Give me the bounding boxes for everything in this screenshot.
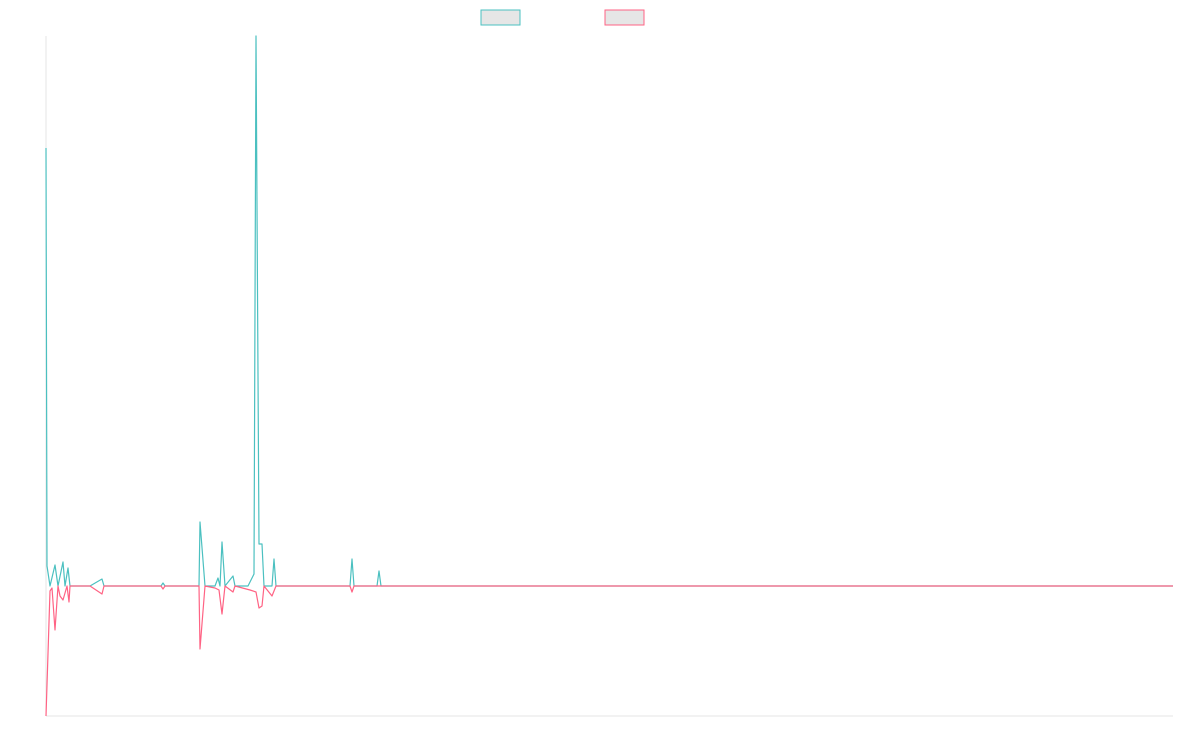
legend-swatch-series_b[interactable] (604, 9, 645, 26)
legend (480, 9, 645, 26)
series-line-series_a (45, 35, 1173, 587)
legend-swatch-series_a[interactable] (480, 9, 521, 26)
series-layer (45, 35, 1173, 717)
axes (45, 36, 1173, 717)
series-line-series_b (45, 585, 1173, 717)
